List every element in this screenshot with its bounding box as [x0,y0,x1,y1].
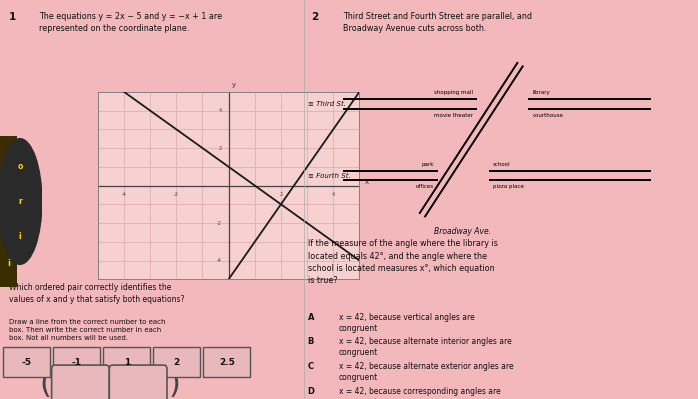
FancyBboxPatch shape [110,365,167,399]
FancyBboxPatch shape [203,347,251,377]
Text: x = 42, because corresponding angles are
congruent: x = 42, because corresponding angles are… [339,387,501,399]
Text: 1: 1 [9,12,16,22]
Text: ≡ Fourth St.: ≡ Fourth St. [308,172,350,179]
Text: 2: 2 [174,358,180,367]
Text: B: B [308,337,314,346]
FancyBboxPatch shape [53,347,101,377]
Text: ): ) [169,369,181,399]
FancyBboxPatch shape [103,347,150,377]
Text: 1: 1 [124,358,130,367]
Text: Which ordered pair correctly identifies the
values of x and y that satisfy both : Which ordered pair correctly identifies … [9,283,184,304]
Text: x = 42, because alternate exterior angles are
congruent: x = 42, because alternate exterior angle… [339,362,514,382]
Text: 4: 4 [219,108,222,113]
Text: -4: -4 [121,192,126,197]
Text: pizza place: pizza place [493,184,524,190]
Text: -1: -1 [72,358,82,367]
Text: -2: -2 [174,192,179,197]
Text: i: i [19,232,21,241]
Text: o: o [17,162,22,171]
Text: 2: 2 [311,12,319,22]
Text: shopping mall: shopping mall [434,90,473,95]
Text: 2.5: 2.5 [219,358,235,367]
Text: If the measure of the angle where the library is
located equals 42°, and the ang: If the measure of the angle where the li… [308,239,498,285]
Text: Third Street and Fourth Street are parallel, and
Broadway Avenue cuts across bot: Third Street and Fourth Street are paral… [343,12,532,33]
Text: y: y [232,82,236,88]
Text: r: r [6,209,11,217]
Text: -4: -4 [217,258,222,263]
Text: x = 42, because alternate interior angles are
congruent: x = 42, because alternate interior angle… [339,337,512,357]
Text: park: park [422,162,433,167]
Text: library: library [533,90,550,95]
Text: -5: -5 [22,358,31,367]
Text: A: A [308,313,314,322]
Text: o: o [6,158,12,168]
Text: -2: -2 [217,221,222,225]
Text: 2: 2 [219,146,222,150]
Text: school: school [493,162,510,167]
Text: The equations y = 2x − 5 and y = −x + 1 are
represented on the coordinate plane.: The equations y = 2x − 5 and y = −x + 1 … [40,12,223,33]
Text: D: D [308,387,315,396]
FancyBboxPatch shape [154,347,200,377]
Text: r: r [18,197,22,206]
Text: x = 42, because vertical angles are
congruent: x = 42, because vertical angles are cong… [339,313,475,333]
Text: C: C [308,362,313,371]
Text: 2: 2 [279,192,283,197]
Text: movie theater: movie theater [434,113,473,118]
FancyBboxPatch shape [3,347,50,377]
Text: Broadway Ave.: Broadway Ave. [433,227,491,237]
Text: x: x [365,179,369,185]
Circle shape [0,139,42,265]
Text: Draw a line from the correct number to each
box. Then write the correct number i: Draw a line from the correct number to e… [9,319,165,341]
FancyBboxPatch shape [52,365,110,399]
Text: ≡ Third St.: ≡ Third St. [308,101,346,107]
Text: (: ( [40,369,52,399]
Text: courthouse: courthouse [533,113,563,118]
Text: 4: 4 [332,192,335,197]
Text: offices: offices [415,184,433,190]
Text: i: i [7,259,10,267]
